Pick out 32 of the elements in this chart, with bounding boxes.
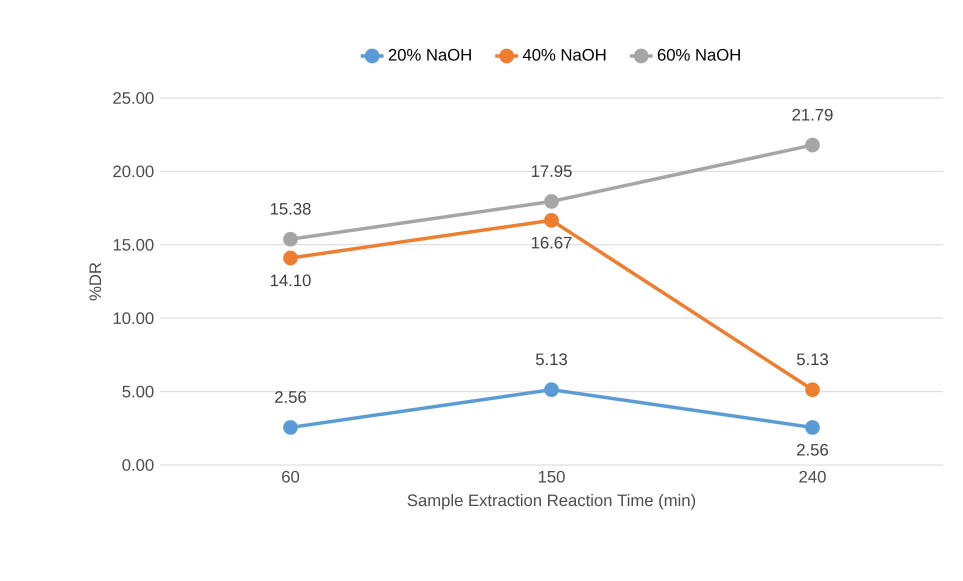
data-label: 2.56	[797, 444, 828, 456]
data-label: 14.10	[270, 274, 311, 286]
x-tick-label: 60	[282, 470, 300, 483]
y-tick-label: 25.00	[113, 92, 154, 104]
point	[544, 194, 559, 209]
point	[805, 420, 820, 435]
data-label: 5.13	[536, 353, 567, 366]
data-label: 2.56	[275, 391, 306, 403]
point	[283, 250, 298, 266]
legend-label: 60% NaOH	[658, 48, 740, 61]
data-label: 15.38	[270, 202, 311, 215]
data-label: 21.79	[792, 108, 833, 121]
data-label: 17.95	[532, 165, 572, 177]
point	[544, 382, 559, 398]
y-axis-title: %DR	[89, 262, 102, 300]
x-tick-label: 240	[799, 470, 826, 483]
y-tick-label: 10.00	[114, 312, 154, 324]
point	[805, 138, 820, 152]
legend-label: 20% NaOH	[388, 48, 471, 61]
y-tick-label: 20.00	[113, 166, 154, 178]
data-label: 16.67	[532, 236, 572, 249]
point	[283, 420, 298, 435]
data-label: 5.13	[796, 353, 828, 366]
x-tick-label: 150	[538, 470, 565, 483]
y-tick-label: 5.00	[122, 386, 154, 398]
point	[544, 212, 559, 228]
point	[283, 232, 298, 247]
x-axis-title: Sample Extraction Reaction Time (min)	[408, 494, 696, 510]
point	[805, 382, 820, 398]
y-tick-label: 15.00	[114, 238, 154, 251]
legend-label: 40% NaOH	[522, 48, 606, 61]
y-tick-label: 0.00	[122, 459, 154, 471]
